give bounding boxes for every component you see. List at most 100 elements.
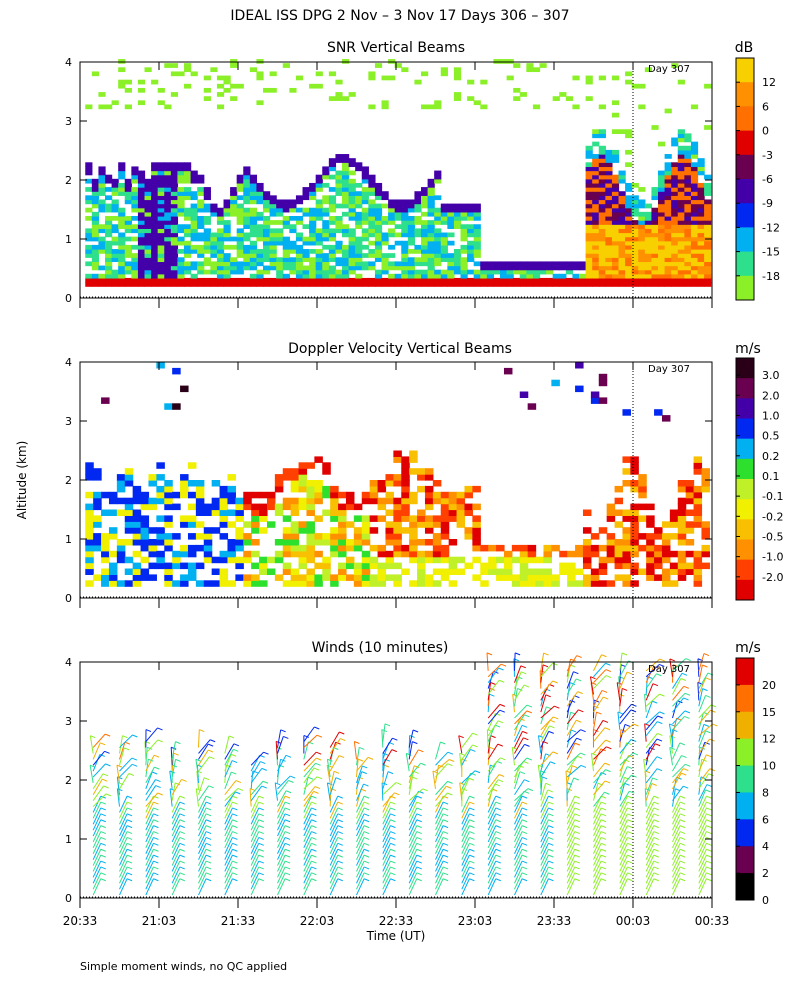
wind-barb-flag	[416, 854, 422, 858]
snr-cell	[137, 182, 146, 188]
wind-barb	[382, 854, 391, 872]
snr-cell	[480, 265, 488, 271]
wind-barb	[274, 782, 278, 801]
snr-cell	[677, 273, 685, 279]
snr-cell	[269, 195, 277, 201]
snr-cell	[605, 162, 613, 168]
snr-cell	[190, 261, 198, 267]
snr-cell	[625, 236, 633, 242]
snr-cell	[137, 261, 146, 267]
snr-cell	[322, 265, 330, 271]
wind-barb	[382, 860, 391, 878]
doppler-cell	[606, 515, 616, 522]
wind-barb	[698, 825, 707, 843]
wind-barb-flag	[472, 744, 478, 748]
wind-barb	[250, 770, 254, 789]
snr-cell	[249, 67, 258, 73]
wind-barb	[698, 688, 704, 707]
snr-cell	[203, 195, 211, 201]
snr-cell	[671, 257, 679, 263]
doppler-cell	[575, 544, 584, 552]
snr-cell	[559, 261, 567, 267]
wind-barb	[92, 872, 102, 890]
snr-cell	[131, 282, 139, 287]
snr-cell	[381, 257, 389, 263]
snr-cell	[322, 236, 330, 242]
snr-cell	[421, 211, 429, 217]
doppler-cell	[164, 521, 173, 528]
snr-cell	[605, 240, 613, 246]
snr-cell	[592, 261, 600, 267]
wind-barb	[171, 825, 181, 843]
wind-barb-flag	[173, 752, 179, 756]
snr-cell	[256, 59, 264, 64]
doppler-cell	[282, 533, 292, 540]
snr-cell	[295, 195, 304, 201]
wind-barb-flag	[252, 770, 259, 774]
doppler-cell	[677, 533, 687, 540]
wind-barb	[382, 807, 391, 825]
doppler-cell	[669, 580, 679, 587]
snr-cell	[605, 182, 613, 188]
doppler-cell	[440, 491, 450, 499]
snr-cell	[585, 96, 593, 101]
wind-barb	[619, 831, 628, 849]
snr-cell	[460, 228, 468, 234]
wind-barb	[250, 780, 264, 796]
snr-cell	[592, 236, 600, 242]
wind-barb-flag	[627, 842, 633, 846]
snr-cell	[605, 282, 613, 287]
wind-barb	[514, 813, 523, 831]
doppler-cell	[195, 491, 205, 499]
snr-cell	[611, 112, 620, 118]
snr-cell	[269, 203, 277, 209]
snr-cell	[690, 166, 699, 172]
wind-barb	[698, 837, 707, 854]
snr-cell	[91, 273, 100, 279]
doppler-cell	[669, 521, 679, 528]
snr-cell	[460, 261, 468, 267]
wind-barb	[619, 878, 628, 896]
doppler-cell	[654, 544, 663, 552]
wind-barb-flag	[617, 711, 624, 715]
snr-cell	[190, 273, 198, 279]
wind-barb-flag	[552, 751, 559, 755]
wind-barb	[303, 741, 309, 760]
snr-cell	[85, 199, 93, 205]
wind-barb-flag	[526, 704, 533, 708]
snr-cell	[309, 224, 317, 229]
snr-cell	[197, 265, 205, 271]
wind-barb	[277, 825, 286, 843]
snr-cell	[256, 224, 264, 229]
snr-cell	[605, 154, 613, 159]
snr-cell	[210, 232, 218, 238]
wind-barb-flag	[600, 807, 607, 811]
snr-cell	[91, 71, 100, 77]
wind-barb	[250, 801, 260, 819]
snr-cell	[671, 166, 679, 172]
doppler-cell	[251, 509, 260, 516]
wind-barb	[303, 763, 316, 778]
snr-cell	[91, 244, 100, 250]
wind-barb-flag	[652, 700, 658, 704]
snr-cell	[124, 191, 132, 196]
snr-cell	[322, 282, 330, 287]
doppler-cell	[274, 503, 284, 511]
snr-cell	[697, 228, 705, 234]
doppler-cell	[322, 539, 331, 546]
snr-cell	[249, 253, 258, 258]
doppler-cell	[464, 503, 473, 511]
snr-cell	[421, 273, 429, 279]
snr-cell	[592, 166, 600, 172]
wind-barb-flag	[205, 866, 212, 870]
snr-cell	[111, 277, 119, 283]
y-tick-label: 1	[65, 833, 72, 846]
snr-cell	[440, 277, 448, 283]
doppler-cell	[116, 480, 126, 487]
snr-cell	[664, 253, 672, 258]
wind-barb	[672, 849, 681, 866]
wind-barb	[514, 737, 524, 754]
snr-cell	[85, 207, 93, 213]
colorbar-frame	[735, 657, 755, 901]
wind-barb	[593, 780, 606, 796]
